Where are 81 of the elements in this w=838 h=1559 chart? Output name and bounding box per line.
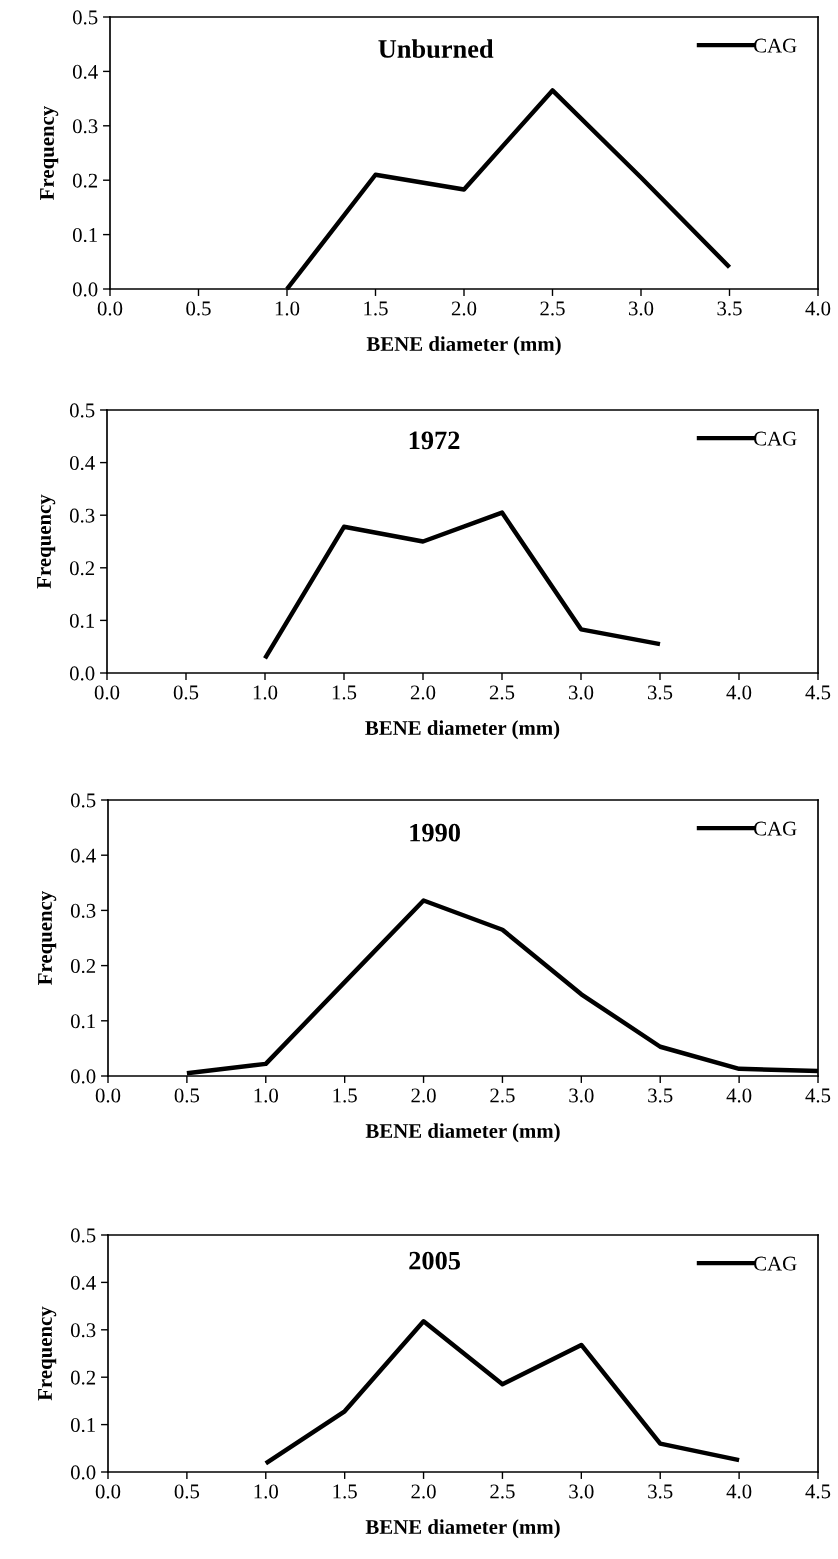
x-tick-label: 4.0 bbox=[726, 1484, 752, 1499]
y-axis-title: Frequency bbox=[37, 494, 56, 589]
x-tick-label: 4.0 bbox=[726, 685, 752, 700]
y-axis-title: Frequency bbox=[38, 1306, 57, 1401]
y-tick-label: 0.3 bbox=[69, 508, 95, 523]
y-tick-label: 0.5 bbox=[69, 403, 95, 418]
x-tick-label: 2.5 bbox=[490, 1088, 515, 1103]
legend-label: CAG bbox=[754, 38, 797, 53]
x-tick-label: 4.5 bbox=[805, 1088, 831, 1103]
x-tick-label: 3.5 bbox=[647, 685, 673, 700]
legend-label: CAG bbox=[754, 431, 797, 446]
x-tick-label: 1.0 bbox=[254, 1484, 278, 1499]
y-tick-label: 0.3 bbox=[70, 1323, 96, 1338]
legend-label: CAG bbox=[754, 1256, 797, 1271]
x-tick-label: 2.5 bbox=[490, 1484, 515, 1499]
x-tick-label: 1.5 bbox=[333, 1088, 357, 1103]
y-tick-label: 0.2 bbox=[72, 173, 98, 188]
y-tick-label: 0.3 bbox=[72, 119, 98, 134]
y-tick-label: 0.2 bbox=[70, 1370, 96, 1385]
x-tick-label: 3.0 bbox=[569, 1088, 594, 1103]
x-tick-label: 1.5 bbox=[332, 685, 357, 700]
x-tick-label: 3.0 bbox=[569, 1484, 594, 1499]
x-tick-label: 0.5 bbox=[186, 301, 211, 316]
y-tick-label: 0.4 bbox=[70, 1275, 96, 1290]
y-tick-label: 0.5 bbox=[72, 10, 98, 25]
x-tick-label: 2.5 bbox=[540, 301, 565, 316]
x-tick-label: 1.0 bbox=[253, 685, 278, 700]
y-tick-label: 0.4 bbox=[72, 64, 98, 79]
y-tick-label: 0.0 bbox=[70, 1465, 96, 1480]
text: 1990 bbox=[410, 823, 460, 842]
y-axis-title: Frequency bbox=[40, 105, 59, 200]
x-axis-title: BENE diameter (mm) bbox=[365, 720, 560, 740]
text: 1972 bbox=[409, 431, 460, 450]
y-axis-title: Frequency bbox=[38, 890, 57, 985]
y-tick-label: 0.3 bbox=[70, 903, 96, 918]
y-tick-label: 0.1 bbox=[70, 1014, 95, 1029]
x-tick-label: 0.0 bbox=[95, 1088, 121, 1103]
y-tick-label: 0.1 bbox=[69, 613, 94, 628]
x-tick-label: 4.0 bbox=[805, 301, 831, 316]
x-tick-label: 3.0 bbox=[628, 301, 654, 316]
y-tick-label: 0.4 bbox=[69, 455, 95, 471]
chart-title: 2005 bbox=[409, 1251, 461, 1270]
y-tick-label: 0.0 bbox=[70, 1069, 96, 1084]
x-tick-label: 2.0 bbox=[411, 1484, 436, 1499]
x-tick-label: 2.0 bbox=[411, 1088, 436, 1103]
x-tick-label: 0.0 bbox=[94, 685, 120, 700]
y-tick-label: 0.1 bbox=[70, 1417, 95, 1433]
y-tick-label: 0.4 bbox=[70, 848, 96, 863]
x-tick-label: 0.5 bbox=[174, 1088, 200, 1103]
x-tick-label: 3.5 bbox=[717, 301, 742, 316]
x-tick-label: 0.5 bbox=[173, 685, 199, 700]
line-series bbox=[263, 1319, 742, 1466]
y-tick-label: 0.5 bbox=[70, 793, 96, 808]
x-tick-label: 4.5 bbox=[805, 685, 831, 700]
x-tick-label: 2.5 bbox=[489, 685, 515, 700]
x-tick-label: 2.0 bbox=[410, 685, 436, 700]
x-tick-label: 1.5 bbox=[333, 1484, 357, 1499]
y-tick-label: 0.0 bbox=[69, 666, 95, 681]
y-tick-label: 0.2 bbox=[69, 561, 95, 576]
x-tick-label: 2.0 bbox=[451, 301, 477, 316]
x-tick-label: 0.0 bbox=[95, 1484, 121, 1499]
x-tick-label: 1.0 bbox=[254, 1088, 278, 1103]
x-axis-title: BENE diameter (mm) bbox=[366, 336, 561, 356]
x-tick-label: 3.0 bbox=[568, 685, 594, 700]
text: Unburned bbox=[378, 39, 494, 58]
y-tick-label: 0.1 bbox=[72, 227, 97, 243]
x-tick-label: 1.0 bbox=[275, 301, 300, 316]
x-tick-label: 1.5 bbox=[364, 301, 388, 316]
x-tick-label: 0.0 bbox=[97, 301, 123, 316]
x-axis-title: BENE diameter (mm) bbox=[365, 1123, 560, 1143]
x-tick-label: 0.5 bbox=[174, 1484, 200, 1499]
legend-label: CAG bbox=[754, 821, 797, 836]
x-axis-title: BENE diameter (mm) bbox=[365, 1519, 560, 1539]
x-tick-label: 3.5 bbox=[648, 1484, 673, 1499]
y-tick-label: 0.5 bbox=[70, 1228, 96, 1243]
x-tick-label: 4.5 bbox=[805, 1484, 831, 1499]
line-series bbox=[262, 510, 663, 661]
y-tick-label: 0.0 bbox=[72, 282, 98, 297]
x-tick-label: 3.5 bbox=[648, 1088, 673, 1103]
x-tick-label: 4.0 bbox=[726, 1088, 752, 1103]
y-tick-label: 0.2 bbox=[70, 958, 96, 974]
